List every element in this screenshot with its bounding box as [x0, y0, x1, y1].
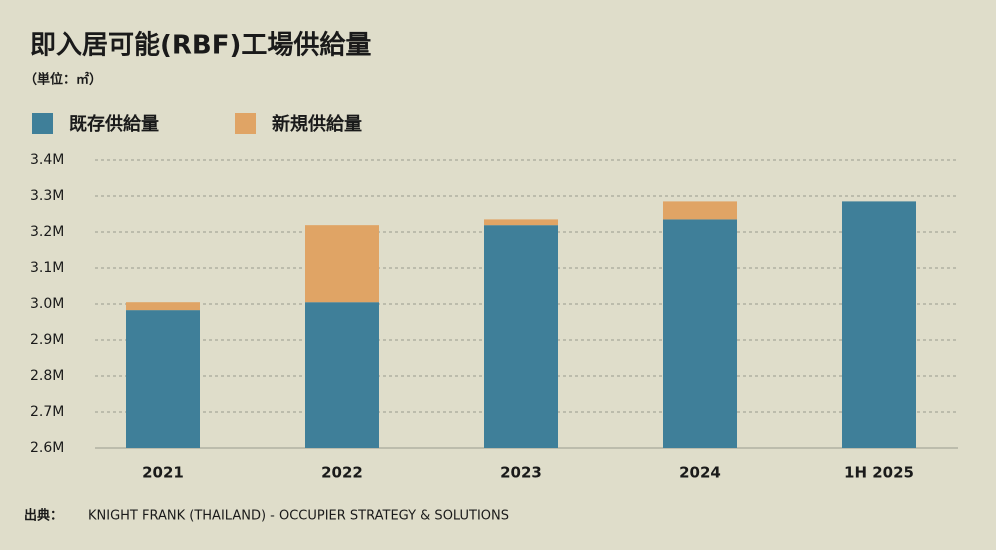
chart-title: 即入居可能(RBF)工場供給量 — [30, 30, 371, 61]
y-tick-label: 2.7M — [30, 404, 64, 420]
y-tick-label: 3.2M — [30, 224, 64, 240]
bar-segment — [842, 201, 916, 448]
source: KNIGHT FRANK (THAILAND) - OCCUPIER STRAT… — [88, 509, 509, 524]
bar-segment — [663, 201, 737, 220]
legend-label: 新規供給量 — [272, 113, 362, 135]
chart-subtitle: （単位：㎡） — [24, 72, 102, 88]
x-tick-label: 2024 — [679, 464, 721, 482]
y-tick-label: 2.6M — [30, 440, 64, 456]
legend-swatch — [235, 113, 256, 134]
y-tick-label: 3.3M — [30, 188, 64, 204]
bar-segment — [663, 219, 737, 448]
bar-segment — [305, 225, 379, 303]
y-tick-label: 3.1M — [30, 260, 64, 276]
y-tick-label: 3.4M — [30, 152, 64, 168]
bar-segment — [126, 302, 200, 311]
y-tick-label: 2.9M — [30, 332, 64, 348]
x-tick-label: 1H 2025 — [844, 464, 914, 482]
x-tick-label: 2021 — [142, 464, 184, 482]
bar-segment — [484, 225, 558, 448]
x-tick-label: 2023 — [500, 464, 542, 482]
y-tick-label: 2.8M — [30, 368, 64, 384]
legend-label: 既存供給量 — [69, 113, 159, 135]
x-tick-label: 2022 — [321, 464, 363, 482]
bar-segment — [305, 302, 379, 448]
bar-segment — [126, 310, 200, 448]
bar-segment — [484, 219, 558, 226]
source-label: 出典： — [24, 508, 63, 524]
legend-swatch — [32, 113, 53, 134]
y-tick-label: 3.0M — [30, 296, 64, 312]
